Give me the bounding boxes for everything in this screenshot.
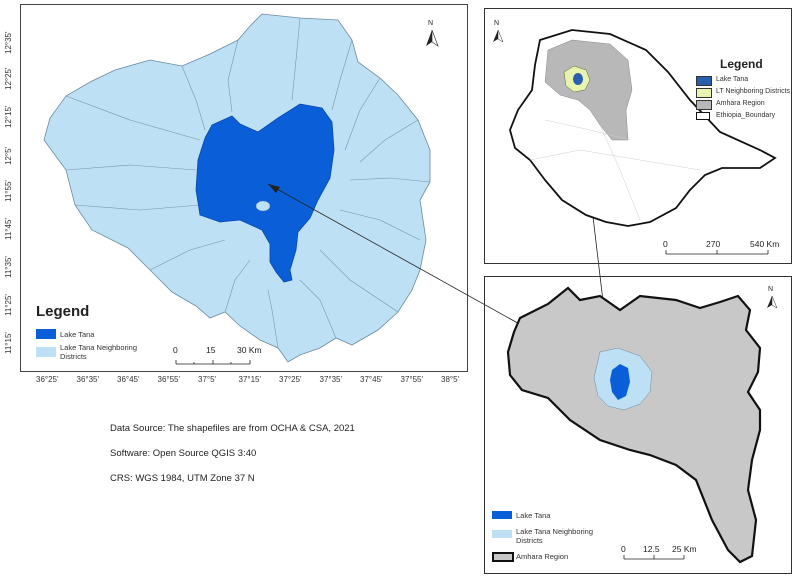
north-arrow-amhara	[767, 295, 778, 309]
lake-tana	[195, 103, 335, 283]
island	[255, 200, 271, 212]
ethiopia-internal-boundaries	[529, 119, 701, 221]
lon-tick-label: 38°5'	[441, 375, 460, 384]
legend-label-lake-tana: Lake Tana	[60, 330, 95, 339]
lon-tick-label: 37°25'	[279, 375, 302, 384]
amh-label-districts: Lake Tana Neighboring Districts	[516, 527, 594, 545]
lon-tick-label: 37°5'	[198, 375, 217, 384]
amhara-region-large	[506, 286, 762, 564]
north-arrow-main	[426, 29, 439, 47]
main-legend-title: Legend	[36, 303, 90, 320]
lon-tick-label: 36°25'	[36, 375, 59, 384]
eth-legend-title: Legend	[720, 57, 763, 71]
main-scale-15: 15	[206, 345, 216, 355]
amh-swatch-amhara	[492, 552, 514, 562]
eth-label-districts: LT Neighboring Districts	[716, 88, 791, 95]
main-scale-0: 0	[173, 345, 178, 355]
eth-swatch-districts	[696, 88, 712, 98]
scale-bar-main	[175, 360, 251, 365]
eth-label-boundary: Ethiopia_Boundary	[716, 112, 776, 119]
scale-bar-eth	[665, 250, 769, 255]
amh-swatch-districts	[492, 530, 512, 538]
eth-scale-270: 270	[706, 239, 721, 249]
ethiopia-inset-frame	[484, 8, 792, 264]
lon-tick-label: 37°55'	[400, 375, 424, 384]
eth-swatch-boundary	[696, 112, 710, 120]
data-source-note: Data Source: The shapefiles are from OCH…	[110, 423, 355, 434]
main-scale-30: 30 Km	[237, 345, 262, 355]
amh-label-lake: Lake Tana	[516, 511, 551, 520]
legend-swatch-neighboring	[36, 347, 56, 357]
lon-tick-label: 37°35'	[319, 375, 343, 384]
amh-scale-25: 25 Km	[672, 544, 697, 554]
amh-north-label: N	[768, 286, 774, 293]
lon-tick-label: 36°45'	[117, 375, 140, 384]
eth-label-lake: Lake Tana	[716, 76, 749, 83]
eth-swatch-amhara	[696, 100, 712, 110]
legend-label-neighboring: Lake Tana Neighboring Districts	[60, 343, 138, 361]
lon-tick-label: 37°15'	[238, 375, 262, 384]
arrow-head-main	[268, 184, 280, 193]
main-north-label: N	[428, 20, 434, 27]
amhara-region	[544, 39, 633, 141]
amh-scale-0: 0	[621, 544, 626, 554]
software-note: Software: Open Source QGIS 3:40	[110, 448, 257, 459]
lake-tana-small	[573, 73, 583, 85]
amh-scale-12: 12.5	[643, 544, 660, 554]
district-boundaries	[65, 17, 431, 349]
crs-note: CRS: WGS 1984, UTM Zone 37 N	[110, 473, 255, 484]
north-arrow-eth	[493, 29, 504, 43]
amh-swatch-lake	[492, 511, 512, 519]
eth-north-label: N	[494, 20, 500, 27]
lon-tick-label: 37°45'	[360, 375, 383, 384]
eth-scale-540: 540 Km	[750, 239, 780, 249]
eth-swatch-lake	[696, 76, 712, 86]
lon-tick-label: 36°35'	[76, 375, 100, 384]
legend-swatch-lake-tana	[36, 329, 56, 339]
eth-scale-0: 0	[663, 239, 668, 249]
lon-tick-label: 36°55'	[157, 375, 181, 384]
scale-bar-amhara	[623, 555, 685, 560]
amh-label-amhara: Amhara Region	[516, 552, 569, 561]
eth-label-amhara: Amhara Region	[716, 100, 765, 107]
lake-tana-amhara	[610, 364, 630, 400]
amhara-inset-frame	[484, 276, 792, 574]
